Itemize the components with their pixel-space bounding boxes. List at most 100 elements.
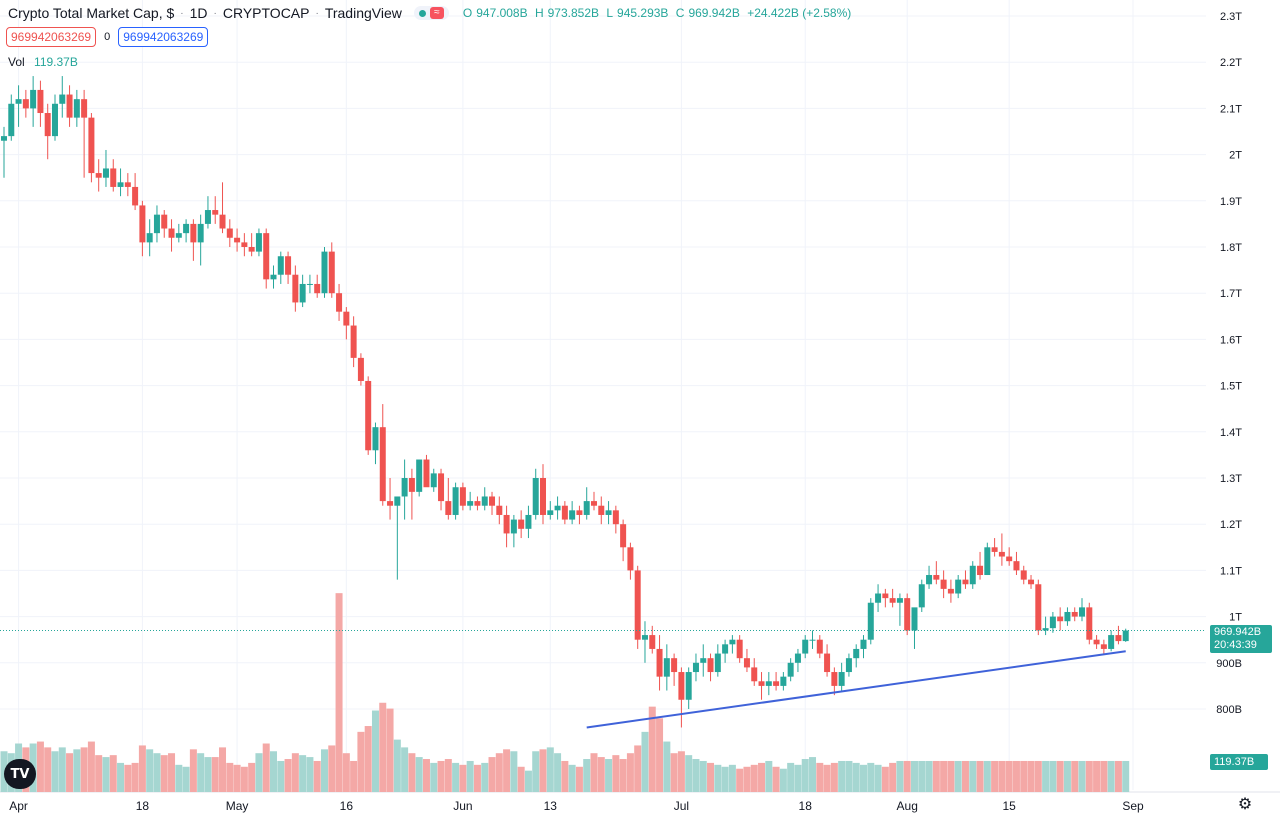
volume-bar: [240, 766, 248, 792]
volume-bar: [889, 762, 897, 792]
indicator-input-left[interactable]: 969942063269: [6, 27, 97, 47]
y-tick-label: 900B: [1216, 658, 1242, 670]
volume-bar: [284, 759, 292, 792]
volume-bar: [124, 764, 132, 792]
last-price-value: 969.942B: [1214, 626, 1262, 638]
volume-bar: [350, 760, 358, 792]
candle-body: [66, 94, 73, 118]
volume-legend[interactable]: Vol 119.37B: [8, 55, 78, 69]
candle-body: [518, 519, 525, 529]
indicator-input-right[interactable]: 969942063269: [118, 27, 209, 47]
x-tick-label: Jul: [674, 799, 689, 813]
open-label: O: [462, 6, 473, 20]
volume-bar: [947, 760, 955, 792]
volume-bar: [204, 757, 212, 792]
volume-bar: [80, 747, 88, 792]
x-tick-label: 18: [136, 799, 150, 813]
volume-bar: [692, 759, 700, 792]
y-tick-label: 1.3T: [1220, 473, 1242, 485]
candle-body: [124, 182, 131, 187]
volume-bar: [1049, 760, 1057, 792]
candle-body: [867, 602, 874, 640]
candle-body: [926, 575, 933, 585]
indicator-inputs: 969942063269 0 969942063269: [6, 27, 209, 47]
volume-bar: [320, 749, 328, 792]
candle-body: [1115, 635, 1122, 642]
volume-bar: [51, 751, 59, 792]
volume-bar: [277, 760, 285, 792]
candle-body: [707, 658, 714, 673]
y-tick-label: 1.9T: [1220, 196, 1242, 208]
volume-bar: [328, 745, 336, 792]
volume-bar: [728, 764, 736, 792]
volume-bar: [634, 745, 642, 792]
live-status-icon: [418, 9, 426, 17]
volume-bar: [867, 762, 875, 792]
candle-body: [408, 478, 415, 492]
volume-bar: [138, 745, 146, 792]
volume-bar: [1085, 760, 1093, 792]
volume-bar: [44, 747, 52, 792]
y-tick-label: 1.8T: [1220, 242, 1242, 254]
x-tick-label: Aug: [897, 799, 918, 813]
volume-bar: [1027, 760, 1035, 792]
y-tick-label: 1.2T: [1220, 519, 1242, 531]
volume-bar: [226, 762, 234, 792]
volume-bar: [779, 768, 787, 792]
interval-label[interactable]: 1D: [189, 5, 208, 21]
volume-bar: [903, 760, 911, 792]
volume-bar: [1100, 760, 1108, 792]
volume-bar: [313, 760, 321, 792]
candle-body: [685, 672, 692, 700]
symbol-title[interactable]: Crypto Total Market Cap, $: [8, 5, 175, 21]
volume-bar: [248, 762, 256, 792]
candle-body: [896, 598, 903, 603]
candle-body: [620, 524, 627, 548]
candle-body: [153, 214, 160, 234]
x-tick-label: 15: [1002, 799, 1016, 813]
candle-body: [765, 681, 772, 686]
candle-body: [525, 514, 532, 529]
candle-body: [190, 223, 197, 243]
candle-body: [175, 233, 182, 238]
candle-body: [459, 487, 466, 506]
candle-body: [365, 380, 372, 451]
candle-body: [569, 510, 576, 520]
candle-body: [947, 588, 954, 594]
candle-body: [969, 565, 976, 585]
candle-body: [940, 579, 947, 589]
low-value: 945.293B: [617, 6, 669, 20]
candle-body: [1079, 607, 1086, 617]
volume-bar: [1114, 760, 1122, 792]
candle-body: [962, 579, 969, 585]
volume-bar: [109, 755, 117, 792]
volume-bar: [961, 760, 969, 792]
candle-body: [663, 658, 670, 677]
volume-bar: [714, 764, 722, 792]
candle-body: [95, 173, 102, 178]
tradingview-logo-icon[interactable]: TV: [4, 759, 36, 789]
separator-dot: ·: [180, 7, 184, 19]
volume-bar: [342, 753, 350, 792]
candle-body: [882, 593, 889, 599]
high-label: H: [534, 6, 544, 20]
ohlc-values: O 947.008B H 973.852B L 945.293B C 969.942B …: [463, 6, 851, 20]
indicator-input-middle: 0: [104, 31, 111, 43]
volume-bar: [131, 762, 139, 792]
volume-bar: [626, 753, 634, 792]
volume-bar: [66, 753, 74, 792]
market-status-pill[interactable]: ≈: [413, 6, 449, 20]
candle-body: [977, 565, 984, 576]
volume-bar: [1034, 760, 1042, 792]
change-value: +24.422B (+2.58%): [747, 6, 852, 20]
volume-bar: [306, 757, 314, 792]
volume-bar: [524, 770, 532, 792]
candle-body: [467, 501, 474, 506]
gear-icon[interactable]: ⚙: [1237, 796, 1253, 813]
volume-bar: [291, 753, 299, 792]
volume-bar: [648, 706, 656, 792]
volume-value: 119.37B: [34, 55, 78, 69]
volume-bar: [852, 762, 860, 792]
candle-body: [168, 228, 175, 238]
